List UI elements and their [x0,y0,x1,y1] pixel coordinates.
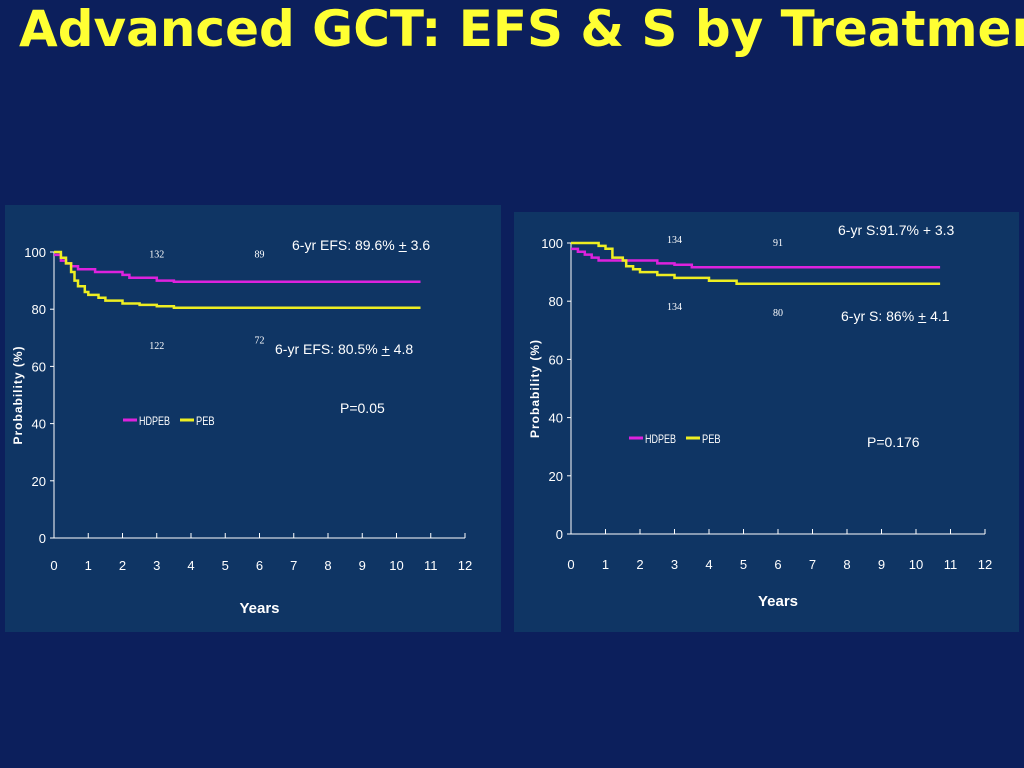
note-text: 4.1 [926,308,950,324]
x-tick-label: 6 [774,557,781,572]
y-tick-label: 40 [32,417,46,432]
plus-minus-sign: + [398,237,407,253]
risk-count-label: 132 [149,250,164,261]
note-text: 6-yr EFS: 80.5% [275,341,382,357]
x-tick-label: 10 [909,557,923,572]
risk-count-label: 122 [149,341,164,352]
plus-minus-sign: + [381,341,390,357]
series-line-hdpeb [54,253,421,283]
risk-count-label: 72 [255,336,265,347]
risk-count-label: 134 [667,235,682,246]
x-tick-label: 11 [424,558,438,573]
plus-minus-sign: + [918,308,927,324]
note-text: 6-yr EFS: 89.6% [292,237,399,253]
y-tick-label: 80 [32,302,46,317]
note-text: 6-yr S:91.7% + 3.3 [838,222,955,238]
x-tick-label: 1 [85,558,92,573]
efs-chart-panel: 0 20 40 60 80 100 0 1 2 3 4 5 6 7 8 9 10 11 12 Years Probabi… [5,205,501,632]
y-axis-title: Probability (%) [11,345,25,444]
note-text: 3.6 [406,237,431,253]
slide-title: Advanced GCT: EFS & S by Treatment [19,0,1024,58]
x-tick-label: 2 [636,557,643,572]
x-tick-label: 5 [222,558,229,573]
y-axis-title: Probability (%) [528,339,542,438]
note-text: 4.8 [389,341,414,357]
hdpeb-efs-note: 6-yr EFS: 89.6% + 3.6 [292,237,430,253]
x-tick-label: 8 [324,558,331,573]
risk-count-label: 80 [773,308,783,319]
y-tick-label: 40 [549,411,563,426]
legend-label-peb: PEB [196,414,215,428]
x-tick-label: 12 [458,558,472,573]
y-tick-label: 60 [32,359,46,374]
x-axis-title: Years [758,593,798,610]
x-tick-label: 1 [602,557,609,572]
legend-label-hdpeb: HDPEB [645,432,676,446]
note-text: P=0.176 [867,434,920,450]
legend-label-peb: PEB [702,432,721,446]
hdpeb-survival-note: 6-yr S:91.7% + 3.3 [838,222,954,238]
x-tick-label: 0 [50,558,57,573]
series-line-peb [571,241,941,285]
y-tick-label: 0 [556,527,563,542]
x-axis-title: Years [239,600,279,617]
peb-survival-note: 6-yr S: 86% + 4.1 [841,308,950,324]
note-text: 6-yr S: 86% [841,308,919,324]
x-tick-label: 7 [809,557,816,572]
y-tick-label: 20 [549,469,563,484]
x-tick-label: 3 [153,558,160,573]
x-tick-label: 7 [290,558,297,573]
x-tick-label: 6 [256,558,263,573]
y-tick-label: 100 [541,236,563,251]
x-tick-label: 12 [978,557,992,572]
survival-chart-panel: 0 20 40 60 80 100 0 1 2 3 4 5 6 7 8 9 10 11 12 Years Probabi… [514,212,1019,632]
peb-efs-note: 6-yr EFS: 80.5% + 4.8 [275,341,413,357]
x-tick-label: 3 [671,557,678,572]
y-tick-label: 60 [549,352,563,367]
y-tick-label: 0 [39,531,46,546]
note-text: P=0.05 [340,400,385,416]
p-value-note: P=0.05 [340,400,385,416]
x-tick-label: 11 [944,557,958,572]
y-tick-label: 80 [549,294,563,309]
series-line-peb [54,250,421,310]
risk-count-label: 91 [773,238,783,249]
x-tick-label: 5 [740,557,747,572]
y-tick-label: 100 [24,245,46,260]
x-tick-label: 8 [843,557,850,572]
legend-label-hdpeb: HDPEB [139,414,170,428]
x-tick-label: 4 [187,558,194,573]
y-tick-label: 20 [32,474,46,489]
risk-count-label: 134 [667,302,682,313]
x-tick-label: 2 [119,558,126,573]
series-line-hdpeb [571,247,941,269]
x-tick-label: 9 [359,558,366,573]
x-tick-label: 4 [705,557,712,572]
x-tick-label: 0 [567,557,574,572]
x-tick-label: 9 [878,557,885,572]
p-value-note: P=0.176 [867,434,920,450]
x-tick-label: 10 [389,558,403,573]
risk-count-label: 89 [255,250,265,261]
